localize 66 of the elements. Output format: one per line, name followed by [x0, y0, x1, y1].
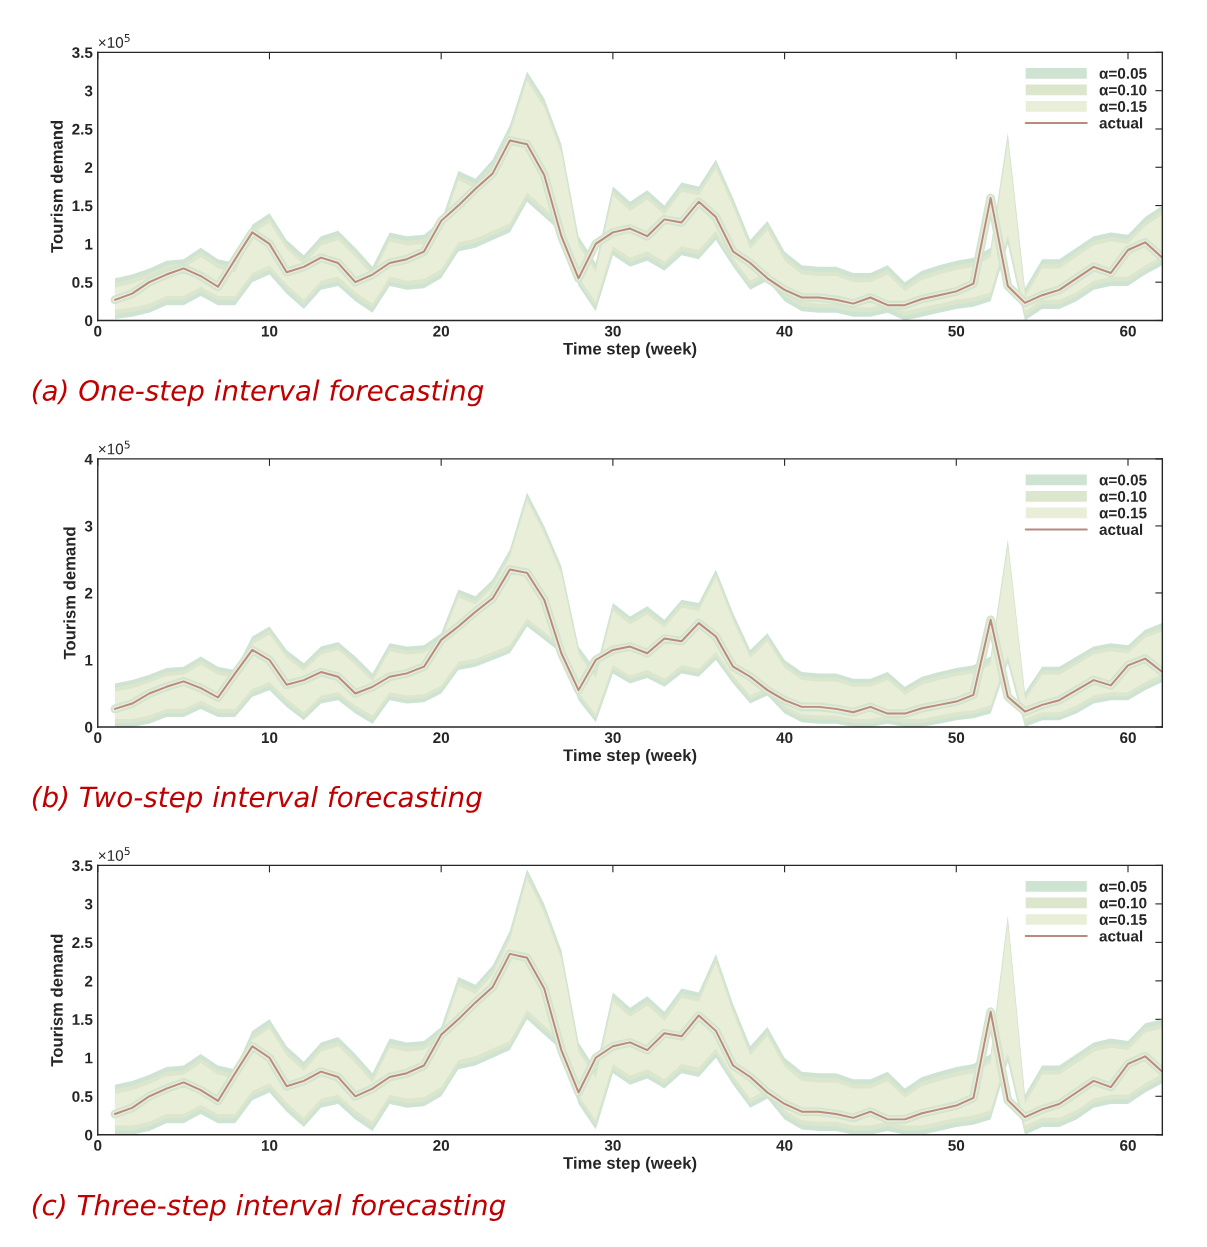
legend-label: α=0.10: [1099, 84, 1147, 96]
y-tick-label: 1: [85, 1052, 93, 1064]
x-tick-label: 0: [94, 732, 102, 744]
y-axis-title: Tourism demand: [63, 527, 76, 660]
x-tick-label: 20: [433, 732, 450, 744]
text: ×10$^{5}$: [98, 34, 130, 48]
text: (c) Three-step interval forecasting: [32, 1194, 506, 1221]
x-tick-label: 40: [776, 732, 793, 744]
text: ×10$^{5}$: [98, 440, 130, 455]
x-tick-label: 30: [604, 325, 621, 337]
y-tick-label: 3.5: [72, 47, 93, 59]
y-tick-label: 0: [85, 721, 93, 733]
legend-label: α=0.05: [1099, 881, 1147, 892]
y-tick-label: 1: [85, 655, 93, 666]
y-tick-label: 3: [84, 85, 93, 97]
legend-label: α=0.10: [1099, 491, 1147, 502]
x-tick-label: 0: [94, 1140, 102, 1151]
y-tick-label: 0.5: [72, 277, 93, 288]
legend-label: α=0.05: [1099, 68, 1147, 79]
legend-label: α=0.15: [1099, 914, 1147, 925]
y-tick-label: 2.5: [72, 123, 93, 135]
y-tick-label: 3.5: [72, 860, 93, 872]
x-tick-label: 0: [94, 325, 102, 337]
x-axis-title: Time step (week): [563, 1156, 697, 1173]
x-tick-label: 20: [433, 325, 450, 337]
y-tick-label: 0.5: [72, 1091, 93, 1102]
y-tick-label: 2: [84, 162, 93, 173]
x-tick-label: 50: [948, 732, 965, 744]
x-tick-label: 40: [776, 325, 793, 337]
legend-label: α=0.05: [1099, 474, 1147, 486]
x-tick-label: 30: [604, 1140, 621, 1151]
x-tick-label: 60: [1120, 732, 1136, 744]
y-tick-label: 1: [85, 238, 93, 250]
x-axis-title: Time step (week): [563, 342, 697, 358]
x-axis-title: Time step (week): [563, 748, 697, 765]
y-tick-label: 3: [84, 520, 93, 532]
x-tick-label: 40: [776, 1140, 793, 1151]
x-tick-label: 30: [604, 732, 621, 744]
y-tick-label: 2.5: [72, 937, 93, 949]
x-tick-label: 10: [261, 1140, 278, 1151]
y-tick-label: 4: [84, 453, 93, 465]
x-tick-label: 10: [261, 732, 278, 744]
legend-label: actual: [1099, 930, 1143, 942]
x-tick-label: 10: [261, 325, 278, 337]
x-tick-label: 50: [948, 1140, 965, 1151]
x-tick-label: 50: [948, 325, 965, 337]
text: ×10$^{5}$: [98, 847, 130, 861]
x-tick-label: 60: [1120, 325, 1136, 337]
y-tick-label: 2: [84, 587, 93, 599]
text: (a) One-step interval forecasting: [32, 379, 484, 407]
y-tick-label: 3: [84, 898, 93, 910]
legend-label: actual: [1099, 117, 1143, 129]
legend-label: α=0.15: [1099, 507, 1147, 519]
x-tick-label: 20: [433, 1140, 450, 1151]
legend-label: actual: [1099, 523, 1143, 535]
legend-label: α=0.10: [1099, 897, 1147, 909]
y-axis-title: Tourism demand: [50, 121, 63, 253]
y-tick-label: 1.5: [72, 200, 93, 212]
y-tick-label: 0: [85, 1129, 93, 1141]
y-axis-title: Tourism demand: [50, 934, 63, 1067]
y-tick-label: 0: [85, 315, 93, 327]
y-tick-label: 1.5: [72, 1014, 93, 1026]
legend-label: α=0.15: [1099, 101, 1147, 112]
x-tick-label: 60: [1120, 1140, 1136, 1151]
y-tick-label: 2: [84, 975, 93, 987]
text: (b) Two-step interval forecasting: [32, 785, 482, 813]
